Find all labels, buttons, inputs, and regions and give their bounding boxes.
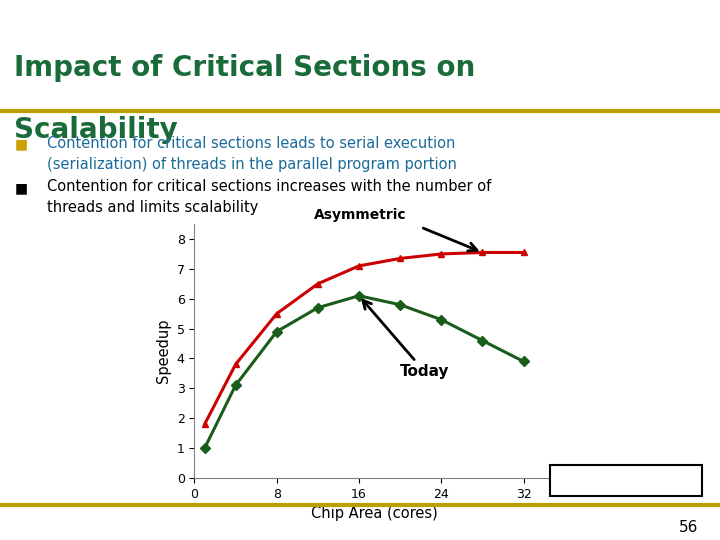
- Text: Impact of Critical Sections on: Impact of Critical Sections on: [14, 54, 476, 82]
- Text: Contention for critical sections increases with the number of: Contention for critical sections increas…: [47, 179, 491, 194]
- Text: threads and limits scalability: threads and limits scalability: [47, 200, 258, 215]
- Text: 56: 56: [679, 519, 698, 535]
- Text: ■: ■: [14, 138, 27, 152]
- FancyBboxPatch shape: [550, 465, 703, 496]
- Text: Scalability: Scalability: [14, 116, 178, 144]
- Text: Today: Today: [363, 300, 449, 380]
- Text: Contention for critical sections leads to serial execution: Contention for critical sections leads t…: [47, 136, 455, 151]
- Text: (serialization) of threads in the parallel program portion: (serialization) of threads in the parall…: [47, 157, 456, 172]
- X-axis label: Chip Area (cores): Chip Area (cores): [311, 506, 438, 521]
- Y-axis label: Speedup: Speedup: [156, 319, 171, 383]
- Text: MySQL (oltp-1): MySQL (oltp-1): [570, 474, 683, 487]
- Text: Asymmetric: Asymmetric: [314, 208, 406, 222]
- Text: ■: ■: [14, 181, 27, 195]
